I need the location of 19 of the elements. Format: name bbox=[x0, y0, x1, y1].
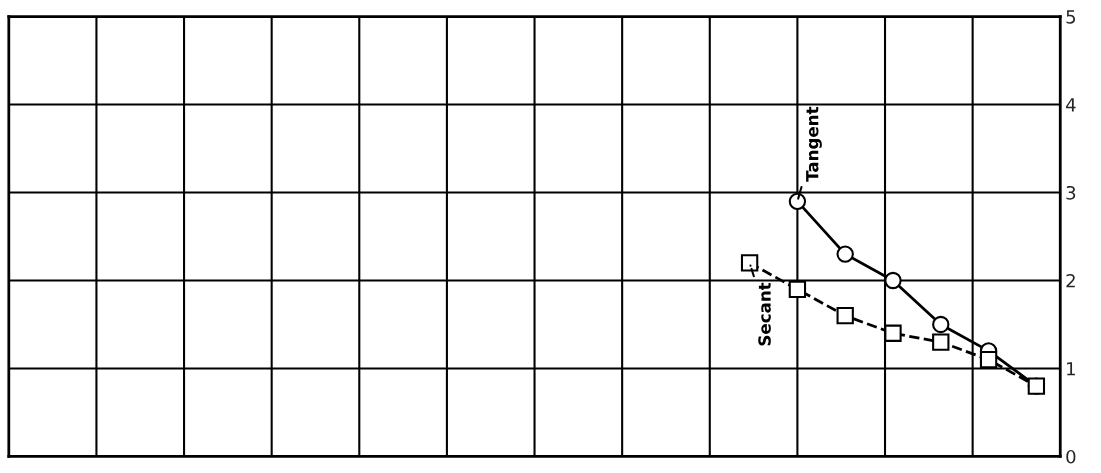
y-tick-label: 1 bbox=[1067, 362, 1075, 376]
text: Tangent bbox=[806, 106, 822, 182]
point bbox=[1027, 377, 1046, 395]
point bbox=[884, 271, 902, 290]
point bbox=[788, 280, 807, 298]
point bbox=[836, 307, 854, 325]
point bbox=[836, 245, 854, 263]
point bbox=[979, 350, 998, 369]
y-tick-label: 2 bbox=[1066, 273, 1075, 288]
point bbox=[740, 254, 759, 272]
point bbox=[932, 315, 950, 334]
point bbox=[788, 192, 807, 210]
y-tick-label: 5 bbox=[1066, 10, 1076, 24]
y-tick-label: 3 bbox=[1066, 185, 1076, 200]
legend-label: Secant bbox=[758, 282, 771, 346]
point bbox=[932, 333, 950, 351]
y-tick-label: 0 bbox=[1066, 449, 1076, 464]
point bbox=[884, 324, 902, 342]
y-tick-label: 4 bbox=[1066, 98, 1076, 112]
